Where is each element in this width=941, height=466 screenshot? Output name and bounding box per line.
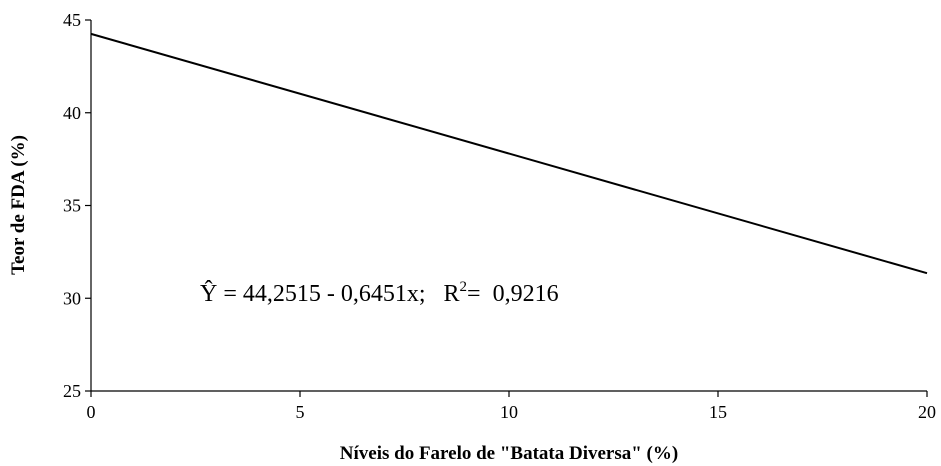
x-tick-label: 5 bbox=[296, 402, 305, 422]
y-tick-label: 25 bbox=[63, 381, 81, 401]
y-tick-label: 30 bbox=[63, 288, 81, 308]
x-tick-label: 0 bbox=[87, 402, 96, 422]
x-tick-label: 20 bbox=[918, 402, 936, 422]
r-squared-exponent: 2 bbox=[460, 279, 468, 295]
y-axis-ticks: 25 30 35 40 45 bbox=[63, 10, 91, 401]
x-tick-label: 15 bbox=[709, 402, 727, 422]
regression-line bbox=[90, 32, 928, 275]
y-axis-title: Teor de FDA (%) bbox=[8, 135, 29, 275]
x-axis-title: Níveis do Farelo de "Batata Diversa" (%) bbox=[340, 443, 678, 464]
y-hat-symbol: Ŷ bbox=[200, 281, 217, 307]
regression-equation: Ŷ = 44,2515 - 0,6451x; R2= 0,9216 bbox=[200, 279, 559, 307]
r-squared-value: = 0,9216 bbox=[467, 281, 559, 307]
y-tick-label: 35 bbox=[63, 196, 81, 216]
series-group bbox=[90, 32, 928, 275]
x-tick-label: 10 bbox=[500, 402, 518, 422]
y-tick-label: 40 bbox=[63, 103, 81, 123]
y-tick-label: 45 bbox=[63, 10, 81, 30]
x-axis-ticks: 0 5 10 15 20 bbox=[87, 391, 936, 422]
equation-text: = 44,2515 - 0,6451x; R bbox=[217, 281, 459, 307]
